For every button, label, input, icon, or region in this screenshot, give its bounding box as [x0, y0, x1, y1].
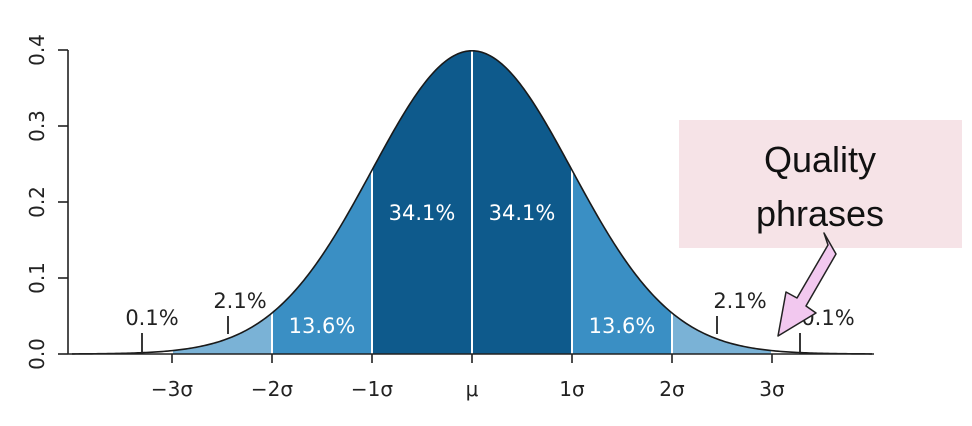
- y-tick-label-3: 0.3: [25, 110, 49, 142]
- x-tick-label-3: μ: [466, 377, 479, 401]
- percent-labels: 13.6%34.1% 34.1%13.6%0.1%2.1% 2.1%0.1%: [125, 201, 855, 354]
- percent-label-5: 13.6%: [589, 314, 656, 338]
- quality-phrases-callout: Quality phrases: [679, 120, 962, 337]
- y-tick-label-1: 0.1: [25, 262, 49, 294]
- percent-label-0: 0.1%: [125, 306, 178, 330]
- x-tick-label-6: 3σ: [759, 377, 785, 401]
- y-tick-label-0: 0.0: [25, 338, 49, 370]
- region-6: [672, 312, 772, 354]
- sigma-dividers: [171, 50, 773, 354]
- percent-label-6: 2.1%: [713, 289, 766, 313]
- y-tick-label-4: 0.4: [25, 34, 49, 66]
- x-tick-label-0: −3σ: [151, 377, 193, 401]
- y-tick-label-2: 0.2: [25, 186, 49, 218]
- region-1: [172, 312, 272, 354]
- callout-line1: Quality: [764, 139, 876, 180]
- percent-label-3: 34.1%: [389, 201, 456, 225]
- x-tick-label-1: −2σ: [251, 377, 293, 401]
- density-curve: [71, 49, 873, 355]
- x-tick-label-4: 1σ: [559, 377, 585, 401]
- x-tick-label-5: 2σ: [659, 377, 685, 401]
- callout-line2: phrases: [756, 193, 884, 234]
- percent-label-1: 2.1%: [213, 289, 266, 313]
- x-tick-label-2: −1σ: [351, 377, 393, 401]
- percent-label-2: 13.6%: [289, 314, 356, 338]
- callout-arrow-icon: [777, 232, 837, 337]
- axes: 0.0 0.1 0.2 0.3 0.4 −3σ −2σ −1σ μ 1σ 2σ 3σ: [25, 34, 874, 401]
- percent-label-4: 34.1%: [489, 201, 556, 225]
- callout-box: [679, 120, 962, 248]
